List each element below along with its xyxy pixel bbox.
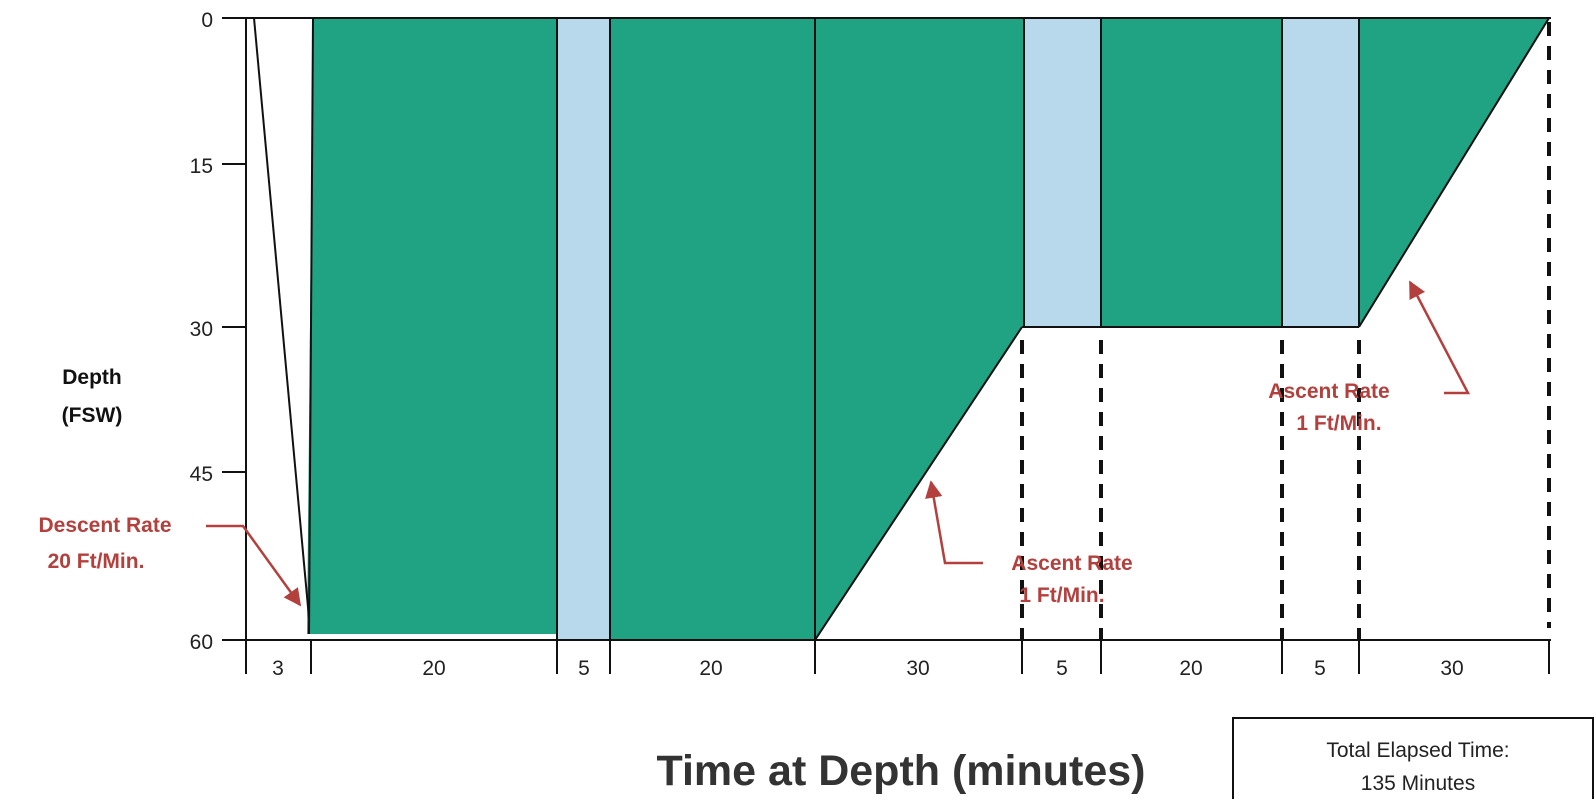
oxygen-ascent-period-1: [815, 18, 1024, 640]
air-break-2: [1024, 18, 1101, 327]
y-tick-30: 30: [190, 318, 213, 341]
descent-rate-label-line2: 20 Ft/Min.: [48, 550, 145, 573]
profile-outline: [253, 17, 1550, 641]
y-axis-label-line2: (FSW): [62, 404, 123, 427]
oxygen-period-1: [307, 18, 557, 634]
segment-label: 30: [1440, 657, 1463, 680]
x-axis-title: Time at Depth (minutes): [657, 747, 1146, 795]
oxygen-period-2: [610, 18, 815, 640]
segment-label: 20: [699, 657, 722, 680]
descent-rate-label-line1: Descent Rate: [38, 514, 171, 537]
segment-label: 5: [578, 657, 590, 680]
air-break-1: [557, 18, 610, 640]
air-break-3: [1282, 18, 1359, 327]
ascent-rate-label-2-line1: Ascent Rate: [1268, 380, 1389, 403]
ascent-rate-arrow-2: [1408, 280, 1471, 395]
total-time-label: Total Elapsed Time:: [1326, 739, 1509, 762]
y-tick-60: 60: [190, 631, 213, 654]
descent-rate-arrow: [206, 524, 302, 607]
segment-label: 3: [272, 657, 284, 680]
ascent-rate-label-1-line1: Ascent Rate: [1011, 552, 1132, 575]
segment-label: 5: [1056, 657, 1068, 680]
total-time-box: [1232, 717, 1594, 799]
segment-label: 20: [1179, 657, 1202, 680]
y-tick-15: 15: [190, 155, 213, 178]
y-tick-0: 0: [201, 9, 213, 32]
segment-label: 30: [906, 657, 929, 680]
ascent-rate-label-2-line2: 1 Ft/Min.: [1296, 412, 1381, 435]
axes: [222, 17, 1551, 674]
y-tick-45: 45: [190, 463, 213, 486]
ascent-rate-arrow-1: [925, 480, 983, 565]
y-axis-label-line1: Depth: [62, 366, 122, 389]
segment-label: 5: [1314, 657, 1326, 680]
total-time-value: 135 Minutes: [1361, 772, 1475, 795]
time-markers-dashed: [1020, 22, 1551, 640]
ascent-rate-label-1-line2: 1 Ft/Min.: [1019, 584, 1104, 607]
oxygen-period-3: [1101, 18, 1282, 327]
segment-label: 20: [422, 657, 445, 680]
